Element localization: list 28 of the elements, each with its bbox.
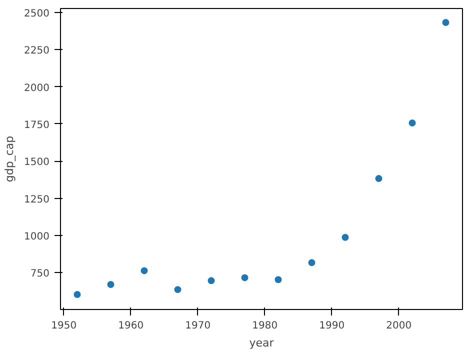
x-tick-label: 2000 (386, 320, 412, 332)
point (408, 119, 416, 126)
point (107, 281, 114, 288)
y-tick-label: 2250 (24, 46, 50, 57)
point (208, 277, 215, 284)
y-tick-label: 1500 (24, 157, 50, 168)
y-tick-label: 750 (30, 268, 50, 280)
point (74, 290, 81, 298)
y-tick-label: 1000 (24, 231, 50, 242)
x-tick-label: 1970 (185, 320, 211, 332)
y-tick-label: 2000 (24, 82, 50, 94)
x-tick-label: 1960 (118, 320, 144, 332)
x-tick-label: 1990 (319, 320, 345, 332)
y-tick-label: 1750 (24, 120, 50, 131)
point (342, 234, 349, 241)
y-tick-label: 2500 (24, 8, 50, 20)
x-tick-label: 1950 (51, 320, 77, 332)
x-tick-label: 1980 (252, 320, 278, 332)
point (274, 276, 282, 284)
point (442, 18, 450, 26)
point (375, 175, 382, 182)
point (174, 286, 182, 294)
x-axis-title: year (249, 336, 274, 350)
point (140, 267, 148, 274)
y-tick-label: 1250 (24, 194, 50, 206)
point (308, 259, 316, 266)
point (241, 274, 248, 282)
y-axis-title: gdp_cap (3, 136, 16, 182)
